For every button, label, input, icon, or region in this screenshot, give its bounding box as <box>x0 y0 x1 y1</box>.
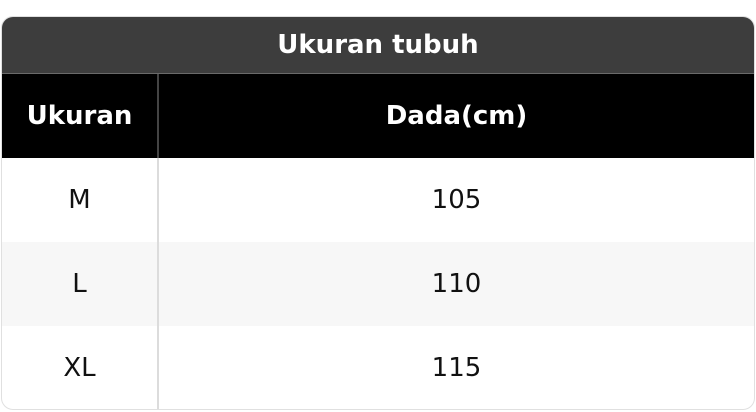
header-chest: Dada(cm) <box>385 101 528 131</box>
table-row: XL 115 <box>2 326 754 409</box>
table-title: Ukuran tubuh <box>2 17 754 74</box>
size-table: Ukuran tubuh Ukuran Dada(cm) M 105 L 110… <box>1 16 755 410</box>
table-row: L 110 <box>2 242 754 326</box>
table-row: M 105 <box>2 158 754 242</box>
size-cell: M <box>2 158 159 242</box>
chest-cell: 105 <box>431 185 482 215</box>
chest-cell: 110 <box>431 269 482 299</box>
table-header-row: Ukuran Dada(cm) <box>2 74 754 158</box>
chest-cell: 115 <box>431 353 482 383</box>
size-cell: XL <box>2 326 159 409</box>
header-size: Ukuran <box>2 74 159 158</box>
size-cell: L <box>2 242 159 326</box>
